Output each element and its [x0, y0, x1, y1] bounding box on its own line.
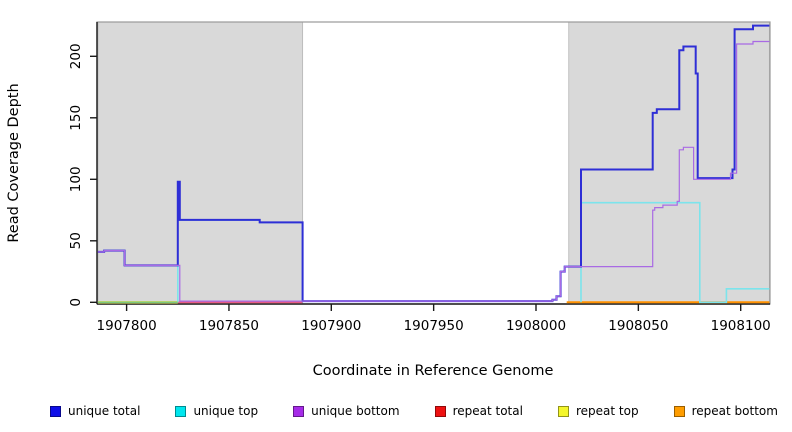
legend-label-unique-bottom: unique bottom: [311, 404, 400, 418]
y-axis-title: Read Coverage Depth: [6, 83, 22, 242]
x-tick-label: 1907900: [301, 318, 361, 334]
legend-swatch-unique-bottom: [293, 405, 305, 417]
legend-item-unique-top: unique top: [175, 404, 258, 418]
legend-item-unique-total: unique total: [50, 404, 140, 418]
repeat-region-left: [97, 21, 304, 305]
legend-label-unique-top: unique top: [193, 404, 259, 418]
chart-legend: unique total unique top unique bottom repea…: [0, 398, 792, 424]
x-axis-title: Coordinate in Reference Genome: [313, 363, 554, 379]
legend-item-repeat-bottom: repeat bottom: [673, 404, 778, 418]
legend-swatch-unique-top: [175, 405, 187, 417]
shaded-regions: [97, 21, 770, 305]
legend-swatch-repeat-total: [434, 405, 446, 417]
x-tick-label: 1907950: [404, 318, 464, 334]
axis-ticks: 1907800 1907850 1907900 1907950 1908000 19080…: [68, 43, 771, 334]
x-tick-label: 1907850: [199, 318, 259, 334]
legend-label-repeat-total: repeat total: [452, 404, 523, 418]
legend-swatch-repeat-top: [557, 405, 569, 417]
series-unique-bottom: [97, 40, 770, 302]
legend-label-repeat-top: repeat top: [575, 404, 639, 418]
legend-swatch-unique-total: [50, 405, 61, 417]
x-tick-label: 1908050: [608, 318, 668, 334]
x-tick-label: 1907800: [97, 318, 157, 334]
legend-item-unique-bottom: unique bottom: [293, 404, 400, 418]
y-tick-label: 200: [68, 43, 84, 69]
x-tick-label: 1908000: [506, 318, 566, 334]
y-tick-label: 0: [68, 298, 84, 307]
legend-label-unique-total: unique total: [68, 404, 141, 418]
legend-swatch-repeat-bottom: [673, 405, 685, 417]
y-tick-label: 50: [68, 232, 84, 249]
legend-item-repeat-total: repeat total: [434, 404, 523, 418]
y-tick-label: 150: [68, 105, 84, 131]
x-tick-label: 1908100: [711, 318, 771, 334]
legend-item-repeat-top: repeat top: [557, 404, 639, 418]
legend-label-repeat-bottom: repeat bottom: [691, 404, 778, 418]
y-tick-label: 100: [68, 166, 84, 192]
series-group: [97, 24, 770, 304]
repeat-region-right: [568, 21, 770, 305]
